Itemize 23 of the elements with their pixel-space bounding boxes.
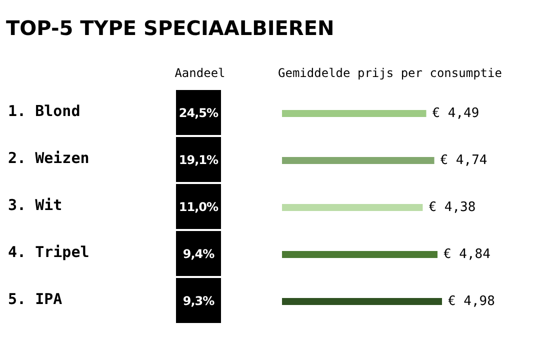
data-label: € 4,38 [428, 200, 476, 215]
bar [282, 204, 423, 211]
data-label: € 4,84 [444, 247, 491, 262]
data-label: € 4,49 [432, 106, 480, 121]
data-label: € 4,74 [440, 153, 488, 168]
bar [282, 251, 438, 258]
bar [282, 298, 442, 305]
text: Aandeel [174, 66, 226, 80]
bar [282, 157, 434, 164]
category-label: 2. Weizen [8, 149, 90, 167]
category-label: 5. IPA [8, 290, 62, 308]
category-label: 4. Tripel [8, 243, 90, 261]
data-label: 11,0% [176, 184, 221, 229]
x-axis-title: Gemiddelde prijs per consumptie [278, 66, 502, 80]
category-label: 3. Wit [8, 196, 62, 214]
data-label: 9,3% [176, 278, 221, 323]
data-label: € 4,98 [448, 294, 495, 309]
text: TOP-5 TYPE SPECIAALBIEREN [6, 16, 334, 40]
data-label: 19,1% [176, 137, 221, 182]
category-label: 1. Blond [8, 102, 80, 120]
data-label: 24,5% [176, 90, 221, 135]
data-label: 9,4% [176, 231, 221, 276]
bar [282, 110, 426, 117]
